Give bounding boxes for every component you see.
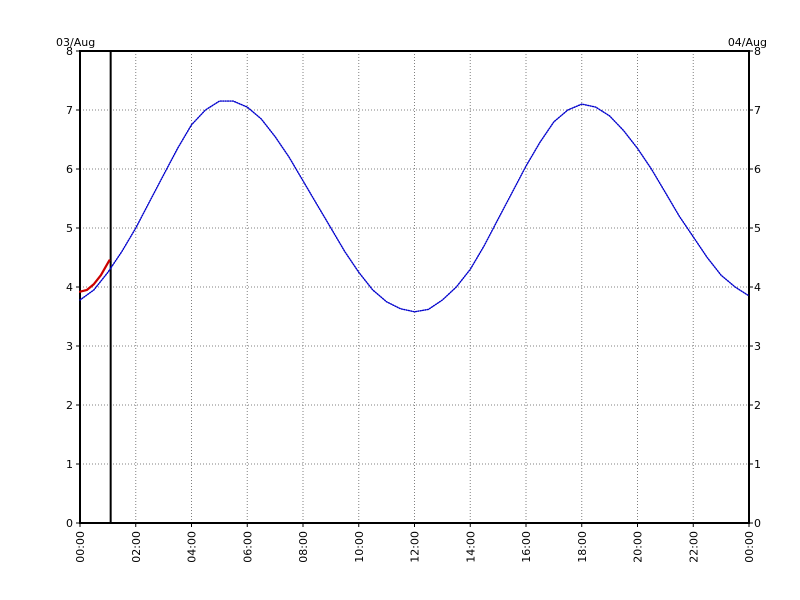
x-tick-label: 06:00 bbox=[241, 531, 254, 563]
y-tick-label-right: 8 bbox=[754, 45, 761, 58]
x-tick-label: 18:00 bbox=[576, 531, 589, 563]
x-tick-label: 04:00 bbox=[186, 531, 199, 563]
series-layer bbox=[78, 100, 750, 313]
y-tick-label-right: 1 bbox=[754, 458, 761, 471]
y-tick-label-left: 1 bbox=[66, 458, 73, 471]
x-tick-label: 16:00 bbox=[520, 531, 533, 563]
plot-frame bbox=[79, 50, 750, 524]
x-tick-label: 00:00 bbox=[743, 531, 756, 563]
y-tick-label-left: 7 bbox=[66, 104, 73, 117]
x-tick-label: 10:00 bbox=[353, 531, 366, 563]
y-tick-label-right: 2 bbox=[754, 399, 761, 412]
axes bbox=[76, 50, 753, 527]
y-tick-label-left: 6 bbox=[66, 163, 73, 176]
y-tick-label-right: 3 bbox=[754, 340, 761, 353]
y-tick-label-right: 5 bbox=[754, 222, 761, 235]
y-tick-label-right: 7 bbox=[754, 104, 761, 117]
predicted-tide-line bbox=[79, 100, 750, 313]
tick-labels: 0 0 1 1 2 2 3 3 4 4 5 5 6 6 7 7 8 8 00:00 02:00 04:00 06:00 08… bbox=[66, 45, 761, 563]
date-label-left: 03/Aug bbox=[56, 36, 95, 49]
y-tick-label-left: 2 bbox=[66, 399, 73, 412]
y-tick-label-left: 0 bbox=[66, 517, 73, 530]
y-tick-label-left: 8 bbox=[66, 45, 73, 58]
y-tick-label-right: 4 bbox=[754, 281, 761, 294]
x-tick-label: 02:00 bbox=[130, 531, 143, 563]
x-tick-label: 14:00 bbox=[464, 531, 477, 563]
x-tick-label: 12:00 bbox=[409, 531, 422, 563]
y-tick-label-left: 4 bbox=[66, 281, 73, 294]
grid-lines bbox=[80, 51, 749, 523]
observed-tide-line bbox=[78, 259, 111, 293]
date-label-right: 04/Aug bbox=[728, 36, 767, 49]
y-tick-label-left: 5 bbox=[66, 222, 73, 235]
y-tick-label-right: 0 bbox=[754, 517, 761, 530]
y-tick-label-left: 3 bbox=[66, 340, 73, 353]
x-tick-label: 08:00 bbox=[297, 531, 310, 563]
x-tick-label: 22:00 bbox=[687, 531, 700, 563]
x-tick-label: 20:00 bbox=[632, 531, 645, 563]
y-tick-label-right: 6 bbox=[754, 163, 761, 176]
x-tick-label: 00:00 bbox=[74, 531, 87, 563]
